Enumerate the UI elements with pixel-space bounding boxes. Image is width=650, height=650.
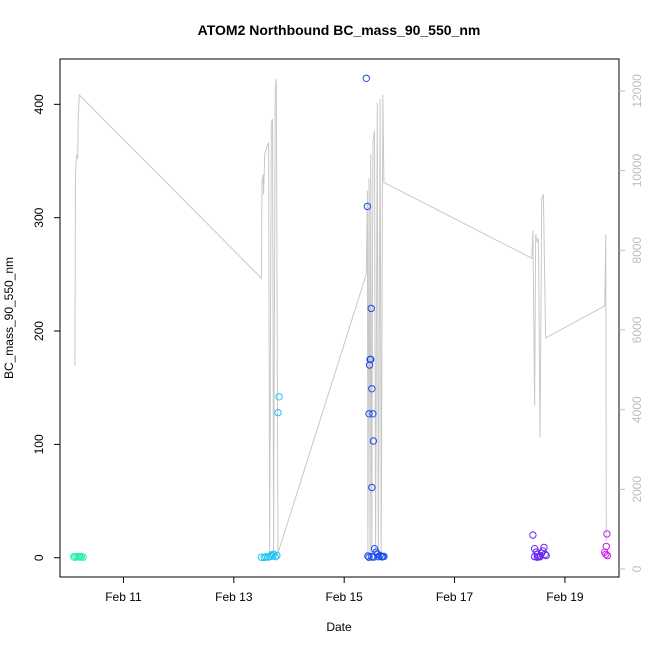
- data-point: [530, 552, 539, 561]
- data-point: [363, 202, 372, 211]
- data-point: [603, 530, 611, 538]
- x-axis: Feb 11 Feb 13 Feb 15 Feb 17 Feb 19: [105, 577, 584, 604]
- right-y-tick-label: 8000: [630, 237, 644, 264]
- data-point: [533, 553, 541, 561]
- data-point: [369, 437, 378, 445]
- x-tick-label: Feb 17: [436, 590, 474, 604]
- x-tick-label: Feb 15: [326, 590, 364, 604]
- x-tick-label: Feb 11: [105, 590, 142, 604]
- data-point: [368, 483, 376, 492]
- right-y-tick-label: 12000: [630, 74, 644, 108]
- data-point: [602, 542, 610, 551]
- data-point: [367, 304, 375, 313]
- data-point: [602, 550, 610, 558]
- data-point: [365, 410, 373, 418]
- data-point: [529, 531, 537, 539]
- right-y-tick-label: 4000: [630, 396, 644, 423]
- data-points-layer: [70, 74, 612, 562]
- altitude-line: [74, 78, 607, 562]
- right-y-tick-label: 6000: [630, 316, 644, 343]
- data-point: [365, 553, 373, 561]
- data-point: [275, 393, 283, 401]
- data-point: [603, 551, 612, 560]
- x-tick-label: Feb 19: [546, 590, 584, 604]
- right-y-tick-label: 0: [630, 565, 644, 572]
- data-point: [269, 550, 278, 558]
- data-point: [367, 355, 375, 364]
- y-tick-label: 200: [32, 321, 46, 341]
- chart-title: ATOM2 Northbound BC_mass_90_550_nm: [198, 22, 481, 38]
- y-tick-label: 400: [32, 94, 46, 114]
- data-point: [369, 410, 377, 418]
- plot-frame: [59, 58, 620, 578]
- right-y-tick-label: 2000: [630, 476, 644, 503]
- data-point: [273, 551, 281, 560]
- right-y-tick-label: 10000: [630, 154, 644, 188]
- data-point: [364, 552, 372, 560]
- y-axis-right: 0 2000 4000 6000 8000 10000 12000: [619, 74, 644, 572]
- data-point: [369, 553, 378, 561]
- y-tick-label: 0: [32, 554, 46, 561]
- data-point: [362, 74, 370, 83]
- data-point: [536, 553, 544, 561]
- data-point: [540, 543, 548, 552]
- data-point: [368, 385, 376, 393]
- data-point: [266, 552, 274, 561]
- data-point: [271, 552, 279, 561]
- x-axis-label: Date: [326, 620, 352, 634]
- altitude-line-layer: [74, 78, 607, 562]
- data-point: [365, 361, 374, 369]
- data-point: [380, 552, 388, 561]
- data-point: [79, 553, 87, 561]
- y-tick-label: 300: [32, 207, 46, 227]
- y-axis-label: BC_mass_90_550_nm: [2, 257, 16, 379]
- x-tick-label: Feb 13: [215, 590, 253, 604]
- data-point: [268, 552, 277, 560]
- y-tick-label: 100: [32, 434, 46, 454]
- data-point: [274, 408, 282, 417]
- y-axis-left: 0 100 200 300 400: [32, 94, 60, 561]
